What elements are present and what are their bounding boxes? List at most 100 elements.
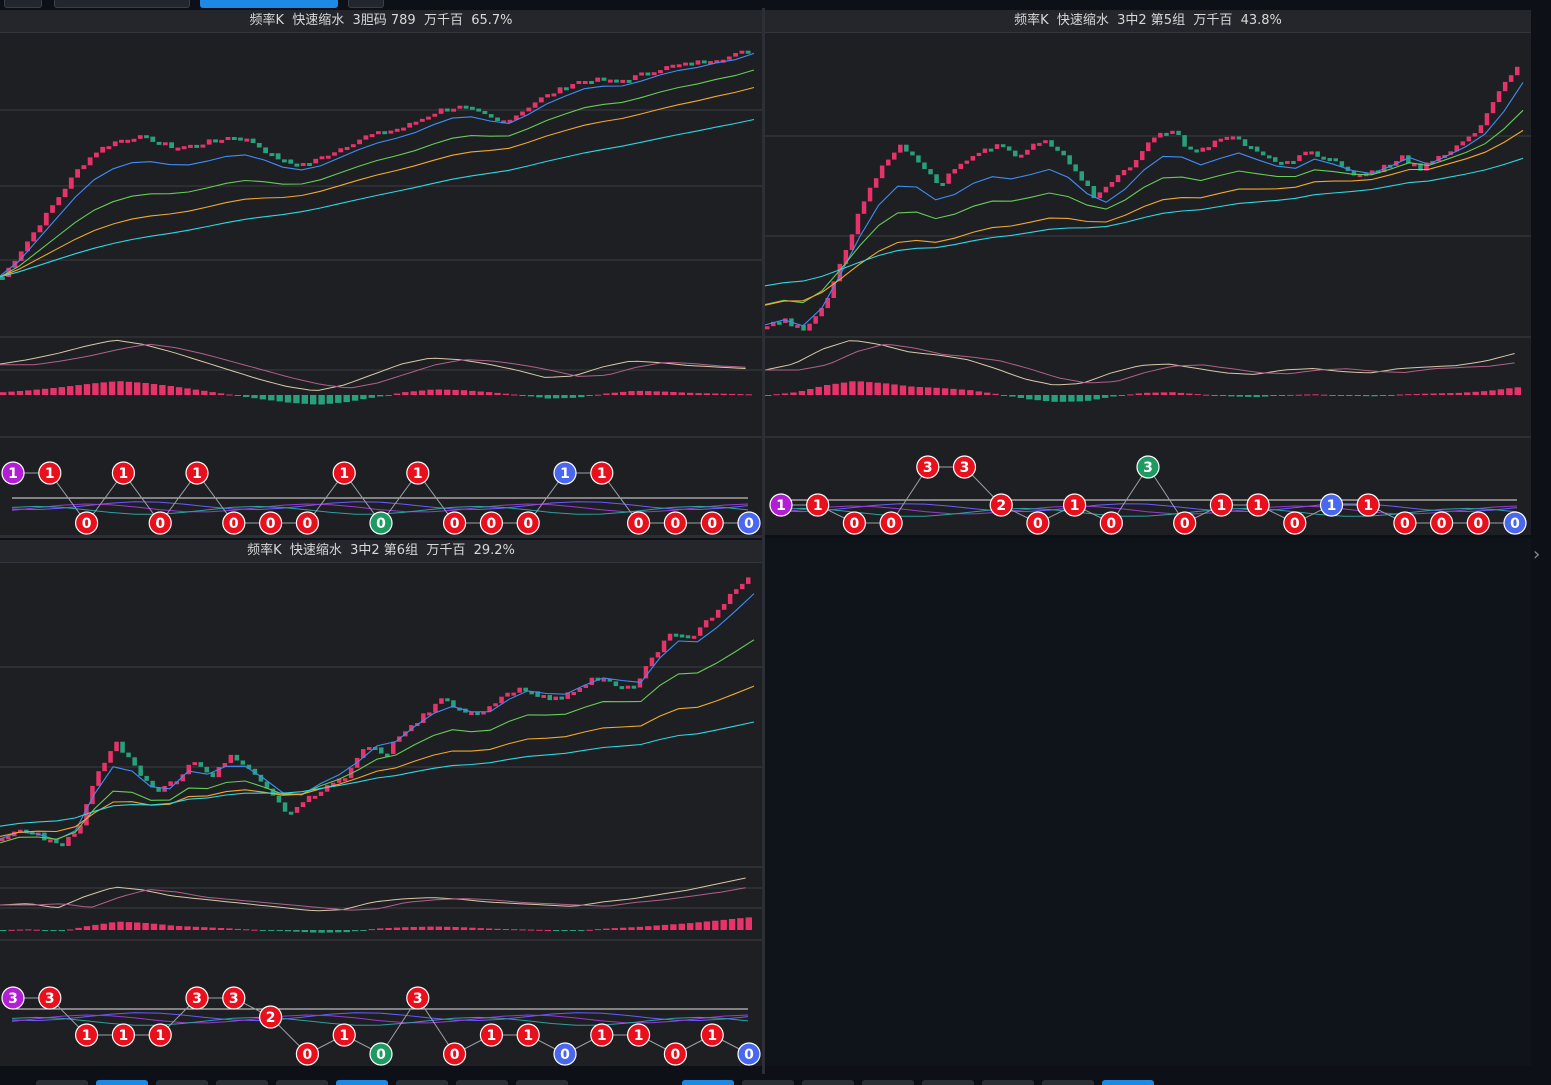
bottom-tab[interactable] — [862, 1080, 914, 1085]
candle — [601, 678, 607, 682]
bottom-tab[interactable] — [802, 1080, 854, 1085]
candle — [922, 162, 927, 170]
bottom-tab[interactable] — [396, 1080, 448, 1085]
candle — [114, 741, 119, 752]
candle — [1515, 66, 1520, 76]
candle — [733, 53, 738, 57]
candle — [300, 163, 306, 166]
macd-bar — [737, 394, 744, 396]
moving-average-line — [0, 69, 755, 278]
bottom-tab[interactable] — [1102, 1080, 1154, 1085]
macd-bar — [552, 930, 560, 931]
macd-bar — [882, 383, 890, 395]
chart-panel-1[interactable]: 频率K 快速缩水 3胆码 789 万千百 65.7% 1 1 0 1 0 1 0 0 0 1 0 1 0… — [0, 10, 762, 535]
number-ball: 0 — [553, 1042, 577, 1066]
ball-circle — [1283, 511, 1307, 535]
chart-panel-3[interactable]: 频率K 快速缩水 3中2 第6组 万千百 29.2% 3 3 1 1 1 3 3 2 0 1 0 3 0… — [0, 540, 762, 1066]
macd-bar — [1169, 392, 1176, 395]
ball-circle — [332, 1023, 356, 1047]
bottom-tab[interactable] — [982, 1080, 1034, 1085]
candle — [1236, 136, 1242, 140]
macd-bar — [781, 393, 789, 395]
macd-bar — [933, 387, 940, 395]
macd-bar — [343, 395, 350, 403]
macd-bar — [603, 393, 610, 395]
candle — [488, 114, 494, 118]
ball-circle — [989, 493, 1013, 517]
macd-bar — [485, 928, 493, 930]
number-ball: 1 — [700, 1023, 724, 1047]
ball-circle — [74, 1023, 99, 1047]
candle — [37, 225, 43, 233]
chevron-right-icon[interactable]: › — [1533, 544, 1541, 565]
chart-canvas[interactable]: 1 1 0 0 3 3 2 0 1 0 3 0 1 1 0 1 1 0 0 0 0 — [765, 32, 1531, 535]
candle — [469, 712, 474, 715]
tab-add[interactable] — [348, 0, 384, 8]
macd-bar — [368, 929, 375, 931]
candle — [162, 785, 167, 792]
macd-bar — [1278, 395, 1286, 396]
candle — [952, 169, 957, 174]
macd-bar — [832, 383, 839, 395]
candle — [523, 687, 528, 692]
chart-canvas[interactable]: 3 3 1 1 1 3 3 2 0 1 0 3 0 1 1 0 1 1 0 1 0 — [0, 562, 762, 1066]
moving-average-line — [765, 129, 1524, 306]
tab-chart-2[interactable] — [200, 0, 338, 8]
macd-bar — [1346, 395, 1353, 396]
candle — [583, 685, 589, 688]
candle — [1194, 149, 1199, 153]
candle — [300, 802, 306, 807]
ball-number: 0 — [376, 1047, 386, 1063]
ball-trend-line — [11, 503, 749, 513]
bottom-tab[interactable] — [216, 1080, 268, 1085]
bottom-tab[interactable] — [96, 1080, 148, 1085]
candle — [357, 139, 362, 145]
bottom-tab[interactable] — [36, 1080, 88, 1085]
bottom-tab[interactable] — [516, 1080, 568, 1085]
candle — [1424, 162, 1429, 171]
macd-bar — [159, 924, 166, 930]
bottom-tab[interactable] — [922, 1080, 974, 1085]
macd-bar — [1127, 394, 1134, 396]
bottom-tab[interactable] — [156, 1080, 208, 1085]
macd-bar — [393, 393, 401, 395]
ball-circle — [1026, 511, 1050, 535]
bottom-tab[interactable] — [742, 1080, 794, 1085]
candle — [313, 158, 319, 164]
bottom-tab[interactable] — [1042, 1080, 1094, 1085]
macd-bar — [720, 919, 727, 930]
bottom-tab[interactable] — [682, 1080, 734, 1085]
candle — [928, 169, 933, 175]
candle — [1273, 157, 1278, 162]
candle — [391, 741, 396, 754]
candle — [582, 81, 588, 84]
ball-number: 1 — [560, 466, 570, 482]
empty-chart-panel[interactable] — [765, 538, 1531, 1066]
candle — [1254, 146, 1260, 152]
bottom-tab[interactable] — [456, 1080, 508, 1085]
macd-bar — [967, 390, 974, 395]
candle — [1031, 143, 1036, 150]
macd-bar — [586, 395, 593, 396]
tab-chart-1[interactable] — [54, 0, 190, 8]
ball-number: 3 — [192, 991, 202, 1007]
candle — [258, 774, 264, 782]
macd-bar — [75, 927, 82, 930]
bottom-tab[interactable] — [336, 1080, 388, 1085]
panel-divider-horizontal[interactable] — [0, 535, 765, 538]
candle — [1357, 174, 1363, 178]
candle — [288, 159, 294, 164]
ball-number: 1 — [8, 466, 18, 482]
macd-bar — [1514, 387, 1521, 395]
bottom-tab[interactable] — [276, 1080, 328, 1085]
ball-circle — [663, 1042, 688, 1066]
panel-divider-vertical[interactable] — [762, 8, 765, 1074]
macd-bar — [620, 391, 627, 395]
candle — [204, 766, 209, 773]
number-ball: 0 — [148, 511, 172, 535]
ball-number: 0 — [82, 516, 92, 532]
tab-home[interactable] — [4, 0, 42, 8]
chart-canvas[interactable]: 1 1 0 1 0 1 0 0 0 1 0 1 0 0 0 1 1 0 0 0 0 — [0, 32, 762, 535]
macd-bar — [83, 384, 91, 395]
